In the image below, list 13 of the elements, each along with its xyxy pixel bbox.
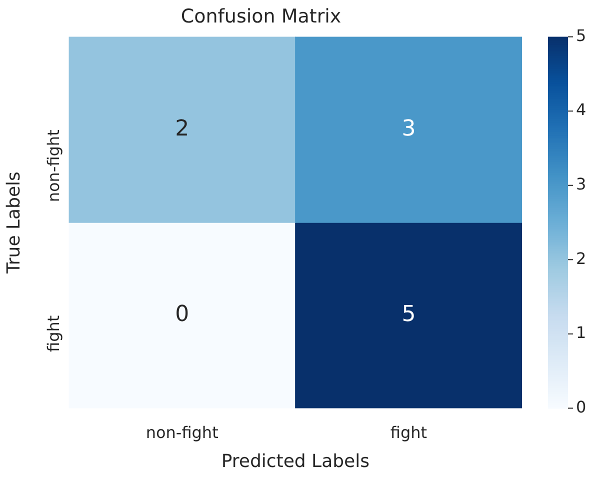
color-bar-label: 1 bbox=[576, 323, 586, 342]
data-label: 5 bbox=[402, 302, 416, 328]
color-bar-label: 4 bbox=[576, 100, 586, 120]
color-bar-label: 5 bbox=[576, 26, 586, 45]
color-bar-label: 0 bbox=[576, 397, 586, 416]
data-label: 0 bbox=[175, 302, 190, 328]
color-bar-label: 2 bbox=[576, 248, 586, 268]
chart-title: Confusion Matrix bbox=[180, 5, 342, 28]
x-axis-title: Predicted Labels bbox=[221, 450, 370, 472]
color-bar-label: 3 bbox=[576, 174, 586, 194]
data-label: 3 bbox=[402, 116, 416, 142]
y-axis-title: True Labels bbox=[3, 172, 24, 274]
data-label: 2 bbox=[175, 116, 190, 142]
